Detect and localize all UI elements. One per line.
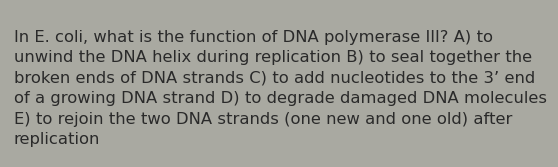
- Text: In E. coli, what is the function of DNA polymerase III? A) to
unwind the DNA hel: In E. coli, what is the function of DNA …: [14, 30, 547, 147]
